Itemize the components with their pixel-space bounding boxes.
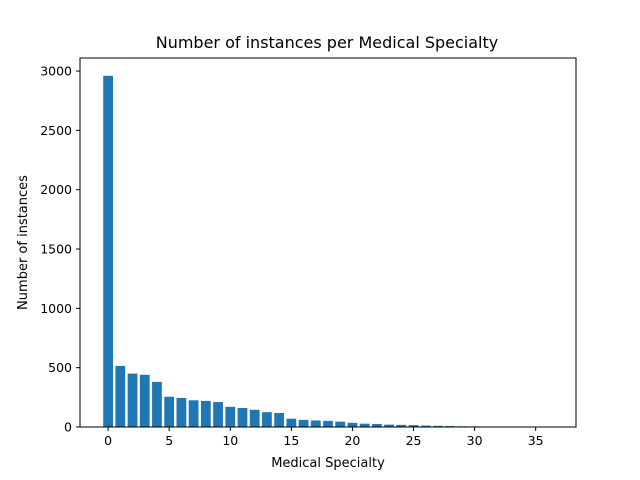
bar-19 [335,421,346,427]
y-tick-label: 0 [64,420,72,435]
bar-3 [139,374,150,427]
y-tick-label: 1000 [40,301,72,316]
x-tick-label: 30 [467,433,483,448]
bar-20 [347,422,358,427]
bar-7 [188,400,199,427]
bar-25 [408,425,419,427]
x-tick-label: 10 [222,433,238,448]
x-axis-ticks: 0 5 10 15 20 25 30 35 [104,427,544,448]
bars-group [103,75,553,427]
bar-18 [323,420,333,427]
bar-5 [164,396,175,427]
bar-4 [152,381,162,427]
x-tick-label: 35 [528,433,544,448]
bar-0 [103,75,113,427]
y-axis-ticks: 0 500 1000 1500 2000 2500 3000 [40,64,80,435]
bar-2 [127,373,138,427]
bar-12 [249,409,260,427]
bar-21 [359,423,370,427]
bar-8 [200,400,211,427]
bar-9 [213,402,223,427]
bar-10 [225,406,236,427]
bar-15 [286,418,297,427]
x-axis-label: Medical Specialty [271,456,385,471]
x-tick-label: 15 [283,433,299,448]
chart-title: Number of instances per Medical Specialt… [156,33,499,52]
bar-14 [274,412,285,427]
bar-17 [310,420,321,427]
plot-frame [79,57,577,428]
x-tick-label: 0 [104,433,112,448]
bar-1 [115,365,126,427]
y-tick-label: 2000 [40,182,72,197]
x-tick-label: 20 [344,433,360,448]
bar-27 [433,425,443,427]
x-tick-label: 5 [165,433,173,448]
y-axis-label: Number of instances [16,175,31,310]
y-tick-label: 3000 [40,64,72,79]
y-tick-label: 2500 [40,123,72,138]
bar-11 [237,408,248,427]
y-tick-label: 500 [48,360,72,375]
bar-6 [176,397,187,427]
bar-24 [396,424,407,427]
bar-22 [371,424,382,427]
x-tick-label: 25 [406,433,422,448]
bar-26 [420,425,431,427]
bar-16 [298,419,309,427]
y-tick-label: 1500 [40,242,72,257]
bar-23 [384,424,394,427]
bar-13 [262,412,272,427]
